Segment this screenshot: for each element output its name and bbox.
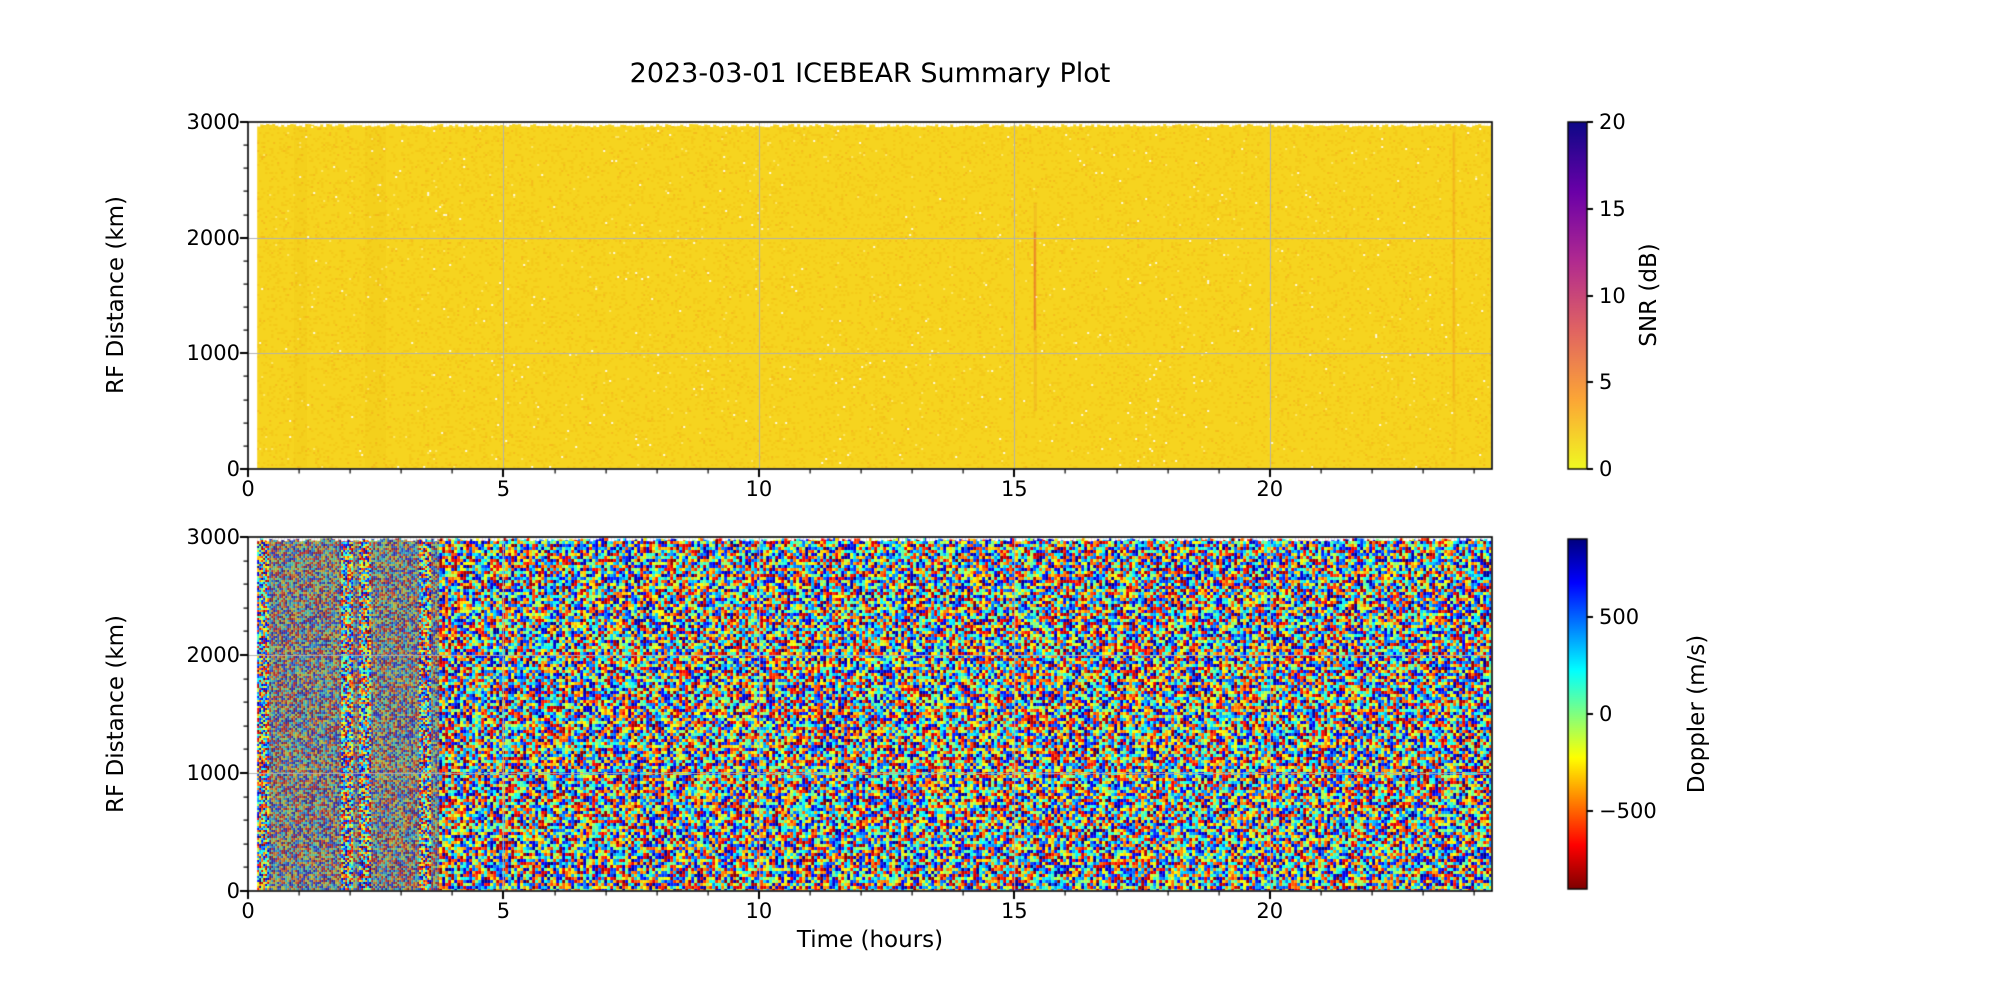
doppler-x-tick-label: 5 (496, 899, 511, 923)
doppler-colorbar-tick-label: 0 (1599, 702, 1613, 726)
snr-x-tick-label: 10 (745, 477, 773, 501)
snr-y-axis-label: RF Distance (km) (103, 195, 129, 395)
doppler-x-tick-label: 0 (241, 899, 255, 923)
snr-colorbar-tick-label: 15 (1599, 196, 1626, 221)
chart-title: 2023-03-01 ICEBEAR Summary Plot (629, 58, 1111, 89)
doppler-y-tick-label: 2000 (186, 643, 240, 667)
doppler-x-tick-label: 20 (1256, 899, 1284, 923)
doppler-colorbar-tick-label: 500 (1599, 604, 1640, 629)
time-x-axis-label: Time (hours) (796, 927, 944, 953)
snr-colorbar-tick-label: 0 (1599, 457, 1613, 481)
snr-colorbar-tick-label: 10 (1599, 283, 1626, 308)
doppler-y-tick-label: 1000 (186, 761, 240, 785)
doppler-colorbar-label: Doppler (m/s) (1684, 634, 1710, 794)
doppler-x-tick-label: 15 (1000, 899, 1028, 923)
snr-y-tick-label: 0 (226, 457, 240, 481)
snr-colorbar-tick-label: 20 (1599, 110, 1626, 134)
snr-x-tick-label: 15 (1000, 477, 1028, 501)
doppler-y-tick-label: 0 (226, 879, 240, 903)
snr-x-tick-label: 0 (241, 477, 255, 501)
snr-x-tick-label: 20 (1256, 477, 1284, 501)
snr-y-tick-label: 2000 (186, 225, 240, 250)
doppler-y-tick-label: 3000 (186, 525, 240, 549)
snr-x-tick-label: 5 (496, 477, 511, 501)
snr-y-tick-label: 3000 (186, 110, 240, 134)
snr-colorbar-tick-label: 5 (1599, 370, 1613, 395)
snr-y-tick-label: 1000 (186, 341, 240, 366)
doppler-y-axis-label: RF Distance (km) (103, 614, 129, 814)
doppler-colorbar-tick-label: −500 (1599, 799, 1657, 824)
doppler-x-tick-label: 10 (745, 899, 773, 923)
snr-colorbar-label: SNR (dB) (1636, 243, 1662, 347)
